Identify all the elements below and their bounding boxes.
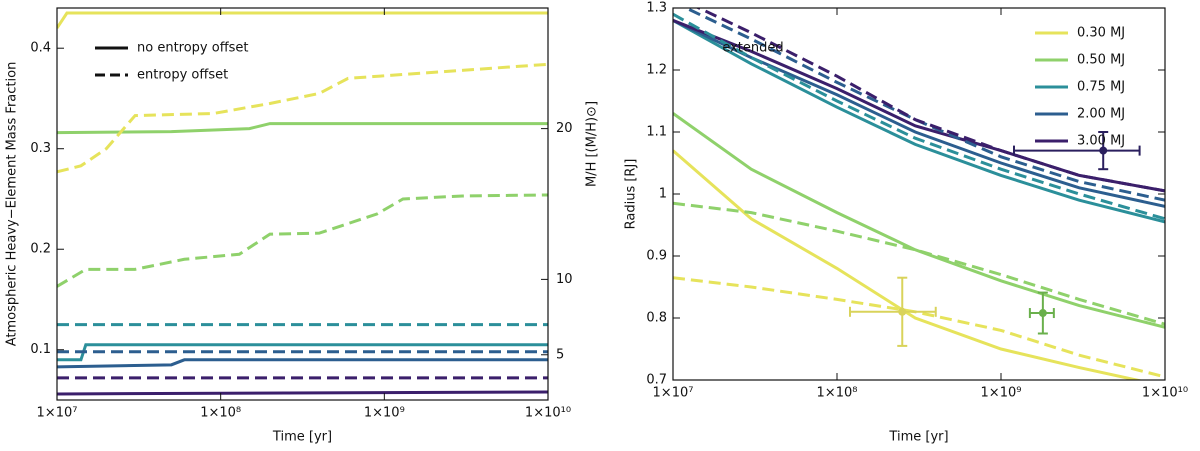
- line: [695, 8, 1165, 193]
- x-tick-label: 1×10⁷: [37, 406, 78, 421]
- y-tick-label: 0.7: [646, 373, 667, 388]
- y-tick-label: 0.8: [646, 311, 667, 326]
- point: [898, 307, 907, 316]
- line: [673, 19, 1165, 193]
- line: [673, 149, 1144, 380]
- x-tick-label: 1×10⁸: [200, 406, 241, 421]
- y-tick-label: 0.3: [30, 141, 51, 156]
- line: [673, 19, 1165, 224]
- y2-tick-label: 5: [556, 347, 564, 362]
- y2-axis-label: M/H [(M/H)⊙]: [585, 101, 600, 187]
- y-tick-label: 1.3: [646, 1, 667, 16]
- legend-label: 3.00 MJ: [1077, 134, 1125, 149]
- annotation: extended: [722, 41, 783, 56]
- line: [57, 11, 548, 29]
- line: [673, 276, 1165, 379]
- y-tick-label: 1.1: [646, 125, 667, 140]
- y-tick-label: 0.1: [30, 342, 51, 357]
- line: [673, 19, 1165, 208]
- x-tick-label: 1×10⁹: [981, 386, 1022, 401]
- line: [673, 12, 1165, 221]
- plot-frame: [56, 7, 549, 401]
- line: [57, 193, 548, 288]
- x-tick-label: 1×10¹⁰: [525, 406, 571, 421]
- legend-label: 2.00 MJ: [1077, 107, 1125, 122]
- legend-label: 0.50 MJ: [1077, 53, 1125, 68]
- y-axis-label: Atmospheric Heavy−Element Mass Fraction: [5, 62, 20, 347]
- x-tick-label: 1×10⁹: [364, 406, 405, 421]
- y2-tick-label: 10: [556, 272, 573, 287]
- x-tick-label: 1×10⁷: [653, 386, 694, 401]
- line: [57, 62, 548, 174]
- y-tick-label: 0.4: [30, 41, 51, 56]
- y-tick-label: 1: [659, 187, 667, 202]
- y2-tick-label: 20: [556, 121, 573, 136]
- y-tick-label: 1.2: [646, 63, 667, 78]
- x-axis-label: Time [yr]: [272, 430, 332, 445]
- plot-area: [57, 11, 548, 396]
- point: [1038, 309, 1047, 318]
- x-axis-label: Time [yr]: [888, 430, 948, 445]
- legend-label: entropy offset: [137, 68, 228, 83]
- line: [57, 390, 548, 396]
- y-tick-label: 0.2: [30, 242, 51, 257]
- x-tick-label: 1×10⁸: [817, 386, 858, 401]
- line: [673, 112, 1165, 329]
- legend-label: 0.30 MJ: [1077, 26, 1125, 41]
- point: [1099, 146, 1108, 155]
- legend-label: 0.75 MJ: [1077, 80, 1125, 95]
- line: [57, 122, 548, 135]
- x-tick-label: 1×10¹⁰: [1142, 386, 1188, 401]
- y-tick-label: 0.9: [646, 249, 667, 264]
- plot-area: [673, 8, 1165, 380]
- line: [57, 358, 548, 369]
- line: [673, 201, 1165, 326]
- legend-label: no entropy offset: [137, 41, 249, 56]
- y-axis-label: Radius [RJ]: [624, 159, 639, 230]
